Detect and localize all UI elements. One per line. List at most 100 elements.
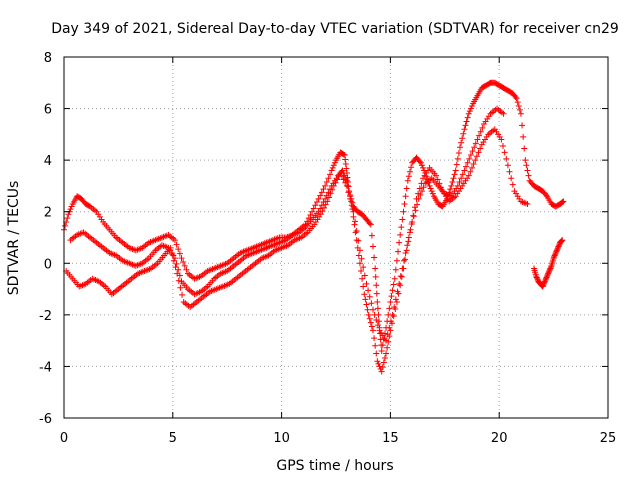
data-point-interp [360,264,367,271]
data-point-interp [434,176,441,183]
data-point-interp [323,179,330,186]
data-point [65,211,72,218]
data-point-interp [503,155,510,162]
data-point-interp [464,159,471,166]
data-point-interp [455,150,462,157]
data-point-interp [367,319,374,326]
data-point [363,280,370,287]
data-point-interp [369,243,376,250]
x-tick-label: 25 [600,431,617,446]
data-point-interp [403,247,410,254]
data-point-interp [368,232,375,239]
data-point-interp [348,202,355,209]
data-point-interp [399,216,406,223]
data-point [350,208,357,215]
data-point-interp [410,212,417,219]
data-point-interp [408,164,415,171]
data-point [171,255,178,262]
data-point-interp [170,257,177,264]
data-point-interp [500,142,507,149]
data-point-interp [368,323,375,330]
data-point-interp [342,156,349,163]
data-point-interp [545,269,552,276]
data-point-interp [540,280,547,287]
data-point-interp [544,271,551,278]
data-point [324,198,331,205]
grid-layer [64,57,608,418]
data-point-interp [405,238,412,245]
data-point-interp [558,238,565,245]
data-point-interp [375,360,382,367]
data-point-interp [386,305,393,312]
data-point-interp [330,162,337,169]
data-point-interp [521,145,528,152]
data-point-interp [381,355,388,362]
data-point-interp [318,189,325,196]
data-point [533,273,540,280]
data-point-interp [512,93,519,100]
data-point-interp [360,283,367,290]
data-point-interp [310,205,317,212]
data-point-interp [366,315,373,322]
data-point-interp [515,102,522,109]
data-point-interp [373,290,380,297]
data-point-interp [373,317,380,324]
data-point-interp [307,211,314,218]
data-point [374,358,381,365]
data-point-interp [416,158,423,165]
data-point-interp [479,124,486,131]
data-point-interp [463,163,470,170]
data-point-interp [327,171,334,178]
x-tick-label: 15 [382,431,399,446]
data-point-interp [397,273,404,280]
data-point [356,247,363,254]
data-point-interp [553,248,560,255]
data-point-interp [180,258,187,265]
data-point [544,273,551,280]
data-point [391,275,398,282]
x-tick-label: 0 [60,431,68,446]
data-point-interp [470,161,477,168]
data-point-interp [509,181,516,188]
data-point [374,298,381,305]
data-point [341,151,348,158]
x-tick-labels: 0 5 10 15 20 25 [60,431,616,446]
data-point-interp [460,130,467,137]
data-point [378,347,385,354]
data-point-interp [540,282,547,289]
data-point-interp [534,275,541,282]
data-point-interp [362,296,369,303]
data-point-interp [366,293,373,300]
data-point-interp [469,164,475,171]
data-point [322,182,329,189]
ticks-layer [63,56,609,419]
y-axis-label: SDTVAR / TECUs [6,181,22,296]
data-point-interp [554,246,561,253]
data-point-interp [62,222,69,229]
data-point [171,237,178,244]
data-point [467,151,474,158]
data-point-interp [553,247,560,254]
data-point-interp [390,313,397,320]
data-point [539,283,546,290]
data-point-interp [374,305,381,312]
data-point-interp [373,282,380,289]
data-point [372,265,379,272]
data-point-interp [363,301,370,308]
data-point [367,221,374,228]
data-point [369,306,376,313]
data-points [61,79,567,375]
data-point-interp [420,184,427,191]
data-point-interp [420,164,427,171]
data-point-interp [429,190,436,197]
data-point [524,200,531,207]
data-point [433,172,440,179]
data-point-interp [172,264,179,271]
data-point-interp [361,272,368,279]
data-point [457,144,464,151]
data-point-interp [379,342,386,349]
data-point-interp [523,162,530,169]
data-point-interp [388,293,395,300]
data-point-interp [551,253,558,260]
